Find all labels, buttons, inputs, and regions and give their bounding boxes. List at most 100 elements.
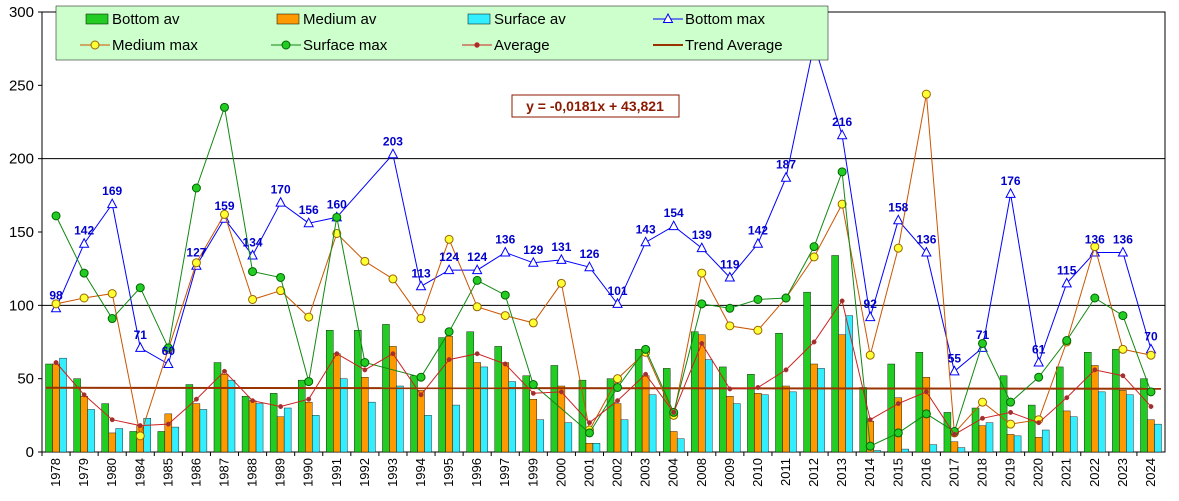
marker-medium-max bbox=[107, 289, 117, 299]
x-tick-label: 1999 bbox=[525, 458, 540, 487]
marker-average bbox=[811, 339, 817, 345]
bar-medium-av bbox=[220, 374, 229, 453]
marker-medium-max bbox=[304, 312, 314, 322]
x-tick-label: 1984 bbox=[132, 458, 147, 487]
bar-surface-av bbox=[620, 419, 629, 453]
marker-average bbox=[839, 298, 845, 304]
marker-average bbox=[895, 401, 901, 407]
marker-surface-max bbox=[528, 380, 538, 390]
bar-bottom-av bbox=[747, 374, 755, 453]
legend-label: Surface max bbox=[303, 37, 388, 54]
marker-average bbox=[615, 398, 620, 404]
bar-surface-av bbox=[255, 403, 264, 453]
marker-surface-max bbox=[1034, 372, 1044, 382]
x-tick-label: 2014 bbox=[862, 458, 877, 487]
marker-surface-max bbox=[248, 267, 258, 277]
marker-bottom-max bbox=[612, 297, 623, 308]
marker-bottom-max bbox=[275, 196, 286, 207]
data-label: 158 bbox=[888, 200, 908, 214]
bar-medium-av bbox=[52, 363, 60, 453]
bar-medium-av bbox=[838, 334, 846, 453]
bar-bottom-av bbox=[550, 365, 559, 453]
x-tick-label: 2013 bbox=[834, 458, 849, 487]
marker-average bbox=[1036, 420, 1042, 426]
bar-medium-av bbox=[641, 375, 650, 453]
bar-medium-av bbox=[978, 425, 987, 453]
bar-surface-av bbox=[957, 447, 966, 453]
y-tick-label: 250 bbox=[9, 77, 34, 94]
marker-bottom-max bbox=[471, 264, 483, 275]
data-label: 142 bbox=[74, 224, 94, 238]
data-labels-group: 98 142 169 71 60 127 159 134 170 156 160 203 113 124 1… bbox=[49, 115, 1158, 365]
bar-medium-av bbox=[950, 441, 959, 453]
bar-bottom-av bbox=[634, 349, 643, 453]
marker-average bbox=[362, 367, 368, 373]
marker-average bbox=[755, 385, 761, 390]
marker-medium-max bbox=[191, 258, 201, 268]
bar-surface-av bbox=[1041, 429, 1050, 453]
bar-surface-av bbox=[789, 391, 797, 453]
bar-surface-av bbox=[1013, 435, 1022, 453]
x-tick-label: 2012 bbox=[806, 458, 821, 487]
bar-surface-av bbox=[648, 394, 657, 453]
bar-surface-av bbox=[845, 315, 853, 453]
data-label: 101 bbox=[608, 284, 628, 298]
data-label: 71 bbox=[976, 328, 990, 342]
marker-bottom-max bbox=[1061, 277, 1073, 288]
marker-average bbox=[923, 389, 929, 395]
bar-surface-av bbox=[1154, 423, 1162, 453]
bar-medium-av bbox=[473, 362, 481, 453]
bar-medium-av bbox=[501, 362, 509, 453]
data-label: 159 bbox=[214, 199, 234, 213]
marker-surface-max bbox=[865, 441, 875, 451]
bar-bottom-av bbox=[354, 330, 362, 453]
plot-area bbox=[41, 11, 1166, 453]
marker-average bbox=[334, 351, 340, 357]
bar-surface-av bbox=[87, 409, 95, 453]
x-tick-label: 2010 bbox=[750, 458, 765, 487]
marker-surface-max bbox=[135, 283, 145, 293]
bar-surface-av bbox=[312, 415, 320, 453]
data-label: 134 bbox=[243, 235, 263, 249]
marker-average bbox=[643, 371, 649, 377]
marker-average bbox=[867, 417, 873, 423]
marker-surface-max bbox=[1090, 293, 1100, 303]
data-label: 98 bbox=[49, 288, 63, 302]
bar-surface-av bbox=[733, 403, 741, 453]
marker-average bbox=[671, 409, 677, 415]
marker-average bbox=[587, 420, 592, 426]
bar-surface-av bbox=[592, 443, 601, 453]
line-medium-max bbox=[55, 94, 1152, 438]
marker-medium-max bbox=[1146, 350, 1156, 360]
bar-surface-av bbox=[59, 357, 67, 453]
bar-bottom-av bbox=[1140, 378, 1148, 453]
data-label: 203 bbox=[383, 134, 403, 148]
bar-medium-av bbox=[557, 385, 566, 453]
marker-average bbox=[250, 398, 256, 404]
marker-bottom-max bbox=[640, 236, 651, 247]
marker-bottom-max bbox=[668, 220, 680, 231]
marker-surface-max bbox=[584, 428, 594, 438]
marker-bottom-max bbox=[752, 237, 764, 248]
legend-label: Trend Average bbox=[685, 37, 783, 54]
bar-bottom-av bbox=[129, 431, 137, 453]
marker-average bbox=[502, 361, 508, 367]
bar-medium-av bbox=[669, 431, 678, 453]
x-tick-label: 2020 bbox=[1031, 458, 1046, 487]
marker-medium-max bbox=[921, 89, 931, 99]
data-label: 154 bbox=[664, 206, 684, 220]
x-tick-label: 2018 bbox=[975, 458, 990, 487]
x-tick-label: 1980 bbox=[104, 458, 119, 487]
legend-label: Medium av bbox=[303, 11, 377, 28]
data-label: 136 bbox=[1113, 233, 1133, 247]
marker-surface-max bbox=[921, 409, 931, 419]
marker-medium-max bbox=[725, 321, 735, 331]
marker-bottom-max bbox=[163, 357, 174, 368]
marker-surface-max bbox=[1062, 336, 1072, 346]
data-label: 71 bbox=[134, 328, 148, 342]
bar-medium-av bbox=[108, 432, 116, 453]
lines-group bbox=[50, 38, 1157, 451]
legend-box bbox=[55, 5, 829, 61]
bar-surface-av bbox=[452, 404, 460, 453]
data-label: 61 bbox=[1032, 343, 1046, 357]
